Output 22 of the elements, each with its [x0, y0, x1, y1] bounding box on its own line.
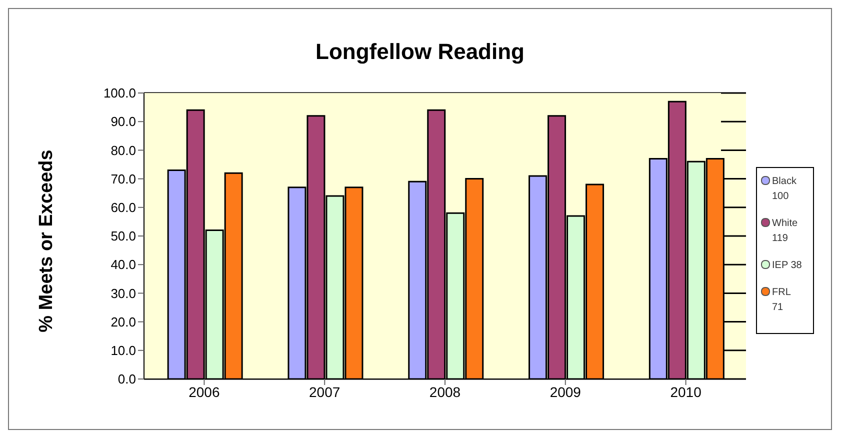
- legend-label: Black 100: [772, 174, 798, 204]
- legend-label: White 119: [772, 216, 799, 246]
- legend-label: FRL 71: [772, 286, 792, 314]
- y-axis-title: % Meets or Exceeds: [36, 150, 58, 332]
- y-tick-label: 80.0: [110, 142, 136, 158]
- x-tick-label: 2006: [188, 384, 220, 400]
- x-tick-label: 2007: [309, 384, 340, 400]
- x-tick-label: 2010: [670, 384, 702, 400]
- chart-title: Longfellow Reading: [314, 39, 526, 65]
- x-tick-label: 2009: [550, 384, 582, 400]
- y-tick-label: 20.0: [110, 314, 136, 330]
- y-tick-label: 10.0: [110, 343, 136, 358]
- y-tick-label: 70.0: [110, 171, 136, 186]
- y-tick-label: 100.0: [103, 86, 136, 101]
- y-tick-label: 60.0: [110, 200, 136, 216]
- legend-label: IEP 38: [772, 258, 803, 272]
- x-tick-label: 2008: [429, 384, 461, 400]
- y-tick-label: 40.0: [110, 257, 136, 272]
- y-tick-label: 30.0: [110, 286, 136, 301]
- y-tick-label: 0.0: [118, 372, 136, 387]
- y-tick-label: 50.0: [110, 228, 136, 244]
- y-tick-label: 90.0: [110, 114, 136, 130]
